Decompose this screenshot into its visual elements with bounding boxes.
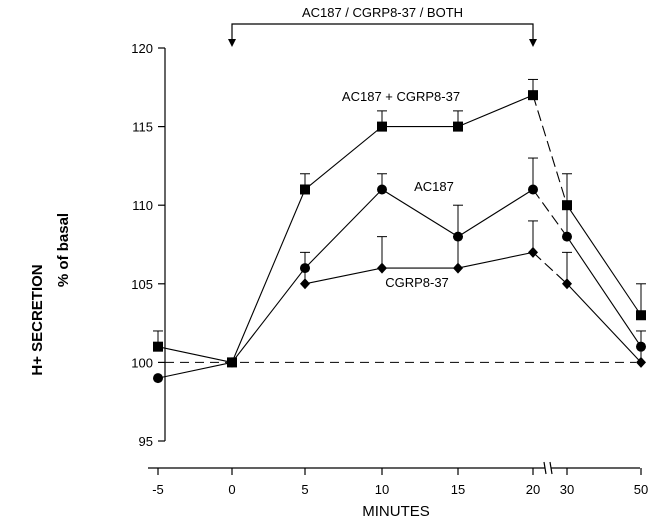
series-line-ac187 — [532, 189, 568, 237]
data-point-ac187-cgrp — [153, 341, 163, 352]
treatment-arrow — [228, 39, 236, 47]
y-tick-label: 115 — [132, 120, 153, 135]
y-tick-label: 110 — [132, 198, 153, 213]
series-line-ac187-cgrp — [231, 189, 306, 363]
data-point-ac187 — [153, 373, 163, 384]
x-tick-label: 10 — [375, 482, 389, 497]
x-tick-label: 50 — [634, 482, 648, 497]
series-line-cgrp — [304, 267, 383, 285]
x-axis-title: MINUTES — [362, 503, 430, 520]
series-line-ac187 — [304, 189, 383, 269]
y-axis-title: H+ SECRETION — [29, 264, 46, 375]
treatment-label-bg — [282, 5, 483, 21]
series-line-ac187 — [231, 267, 306, 363]
data-point-cgrp — [300, 278, 310, 290]
series-label-ac187: AC187 — [414, 179, 454, 194]
data-point-cgrp — [636, 356, 646, 368]
data-point-cgrp — [528, 246, 538, 258]
y-tick-label: 95 — [139, 434, 153, 449]
series-label-ac187-cgrp: AC187 + CGRP8-37 — [342, 89, 460, 104]
series-line-ac187 — [566, 236, 642, 347]
x-axis-break-mark — [549, 461, 553, 475]
treatment-arrow — [529, 39, 537, 47]
data-point-ac187 — [377, 184, 387, 195]
series-line-ac187-cgrp — [566, 204, 642, 316]
x-tick-label: 0 — [228, 482, 235, 497]
data-point-ac187 — [528, 184, 538, 195]
axes: 95 100 105 110 115 120 -5 0 5 10 15 20 30 50 — [131, 5, 648, 497]
series-line-cgrp — [457, 251, 534, 269]
data-point-cgrp — [377, 262, 387, 274]
y-tick-label: 105 — [131, 277, 153, 292]
series-line-ac187-cgrp — [304, 126, 383, 190]
series-line-ac187 — [381, 189, 459, 238]
series-line-ac187-cgrp — [457, 94, 534, 128]
data-point-ac187-cgrp — [453, 121, 463, 132]
series-line-cgrp — [566, 283, 642, 363]
series-line-cgrp — [532, 251, 568, 285]
data-point-ac187-cgrp — [300, 184, 310, 195]
data-point-cgrp — [453, 262, 463, 274]
x-axis-break-mark — [543, 461, 547, 475]
y-tick-label: 100 — [131, 355, 153, 370]
x-tick-label: -5 — [152, 482, 164, 497]
series-line-ac187-cgrp — [532, 94, 568, 206]
x-tick-label: 30 — [560, 482, 574, 497]
data-point-ac187 — [562, 231, 572, 242]
treatment-label: AC187 / CGRP8-37 / BOTH — [302, 5, 463, 20]
series-line-ac187-cgrp — [157, 346, 233, 363]
y-axis-subtitle: % of basal — [55, 213, 72, 287]
data-point-cgrp — [562, 278, 572, 290]
marks — [153, 78, 646, 384]
x-tick-label: 15 — [451, 482, 465, 497]
data-point-ac187-cgrp — [528, 90, 538, 101]
data-point-ac187 — [227, 357, 237, 368]
treatment-bracket — [231, 23, 534, 41]
x-tick-label: 20 — [526, 482, 540, 497]
series-line-ac187 — [457, 189, 534, 238]
data-point-ac187-cgrp — [377, 121, 387, 132]
series-line-ac187 — [157, 361, 233, 379]
series-label-cgrp: CGRP8-37 — [385, 275, 449, 290]
x-tick-label: 5 — [301, 482, 308, 497]
labels: AC187 / CGRP8-37 / BOTH AC187 + CGRP8-37… — [29, 5, 463, 520]
data-point-ac187-cgrp — [636, 310, 646, 321]
y-tick-label: 120 — [131, 41, 153, 56]
